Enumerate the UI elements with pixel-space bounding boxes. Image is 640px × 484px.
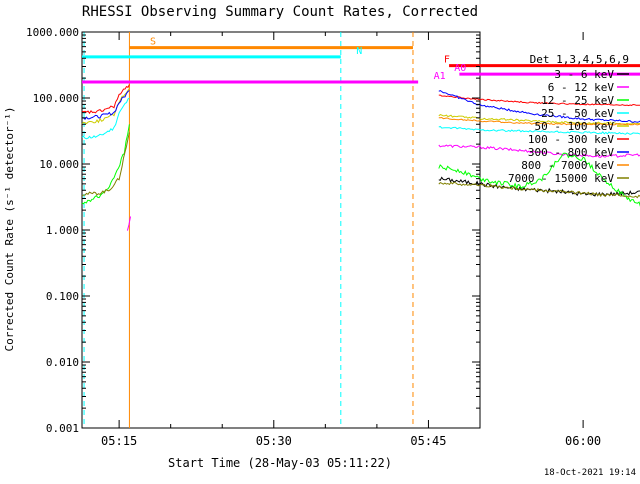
x-tick-label-3: 06:00 — [565, 434, 601, 448]
axes-layer: 0.001 0.010 0.100 1.000 10.000 100.000 1000.00… — [26, 26, 601, 448]
x-tick-label-0: 05:15 — [101, 434, 137, 448]
legend-label-4: 50 - 100 keV — [535, 120, 615, 133]
y-tick-label-1: 0.010 — [46, 356, 79, 369]
series-line-3 — [438, 125, 640, 135]
y-tick-label-5: 100.000 — [33, 92, 79, 105]
pre-gap-trace-5 — [81, 132, 130, 197]
legend-label-2: 12 - 25 keV — [541, 94, 614, 107]
series-line-2 — [438, 152, 640, 207]
y-axis-label: Corrected Count Rate (s⁻¹ detector⁻¹) — [3, 106, 16, 351]
pre-gap-trace-6 — [126, 216, 131, 231]
y-tick-label-3: 1.000 — [46, 224, 79, 237]
generated-timestamp: 18-Oct-2021 19:14 — [543, 468, 636, 478]
flag-label-a1: A1 — [434, 71, 446, 82]
legend-label-3: 25 - 50 keV — [541, 107, 614, 120]
legend-label-8: 7000 - 15000 keV — [508, 172, 614, 185]
y-tick-label-2: 0.100 — [46, 290, 79, 303]
y-tick-label-0: 0.001 — [46, 422, 79, 435]
pre-gap-trace-1 — [81, 84, 130, 115]
legend-label-1: 6 - 12 keV — [548, 81, 615, 94]
y-tick-label-6: 1000.000 — [26, 26, 79, 39]
pre-gap-trace-2 — [81, 88, 130, 125]
flag-label-a0: A0 — [454, 63, 466, 74]
series-layer — [81, 32, 640, 428]
x-tick-label-1: 05:30 — [256, 434, 292, 448]
series-line-6 — [438, 90, 640, 123]
x-axis-label: Start Time (28-May-03 05:11:22) — [168, 456, 392, 470]
series-line-1 — [438, 144, 640, 158]
flag-label-n: N — [356, 46, 362, 57]
series-line-7 — [438, 116, 640, 126]
legend-label-0: 3 - 6 keV — [554, 68, 614, 81]
pre-gap-trace-0 — [81, 97, 130, 140]
flag-bars-layer: S N F A0 A1 — [82, 37, 640, 84]
y-tick-label-4: 10.000 — [39, 158, 79, 171]
chart-title: RHESSI Observing Summary Count Rates, Co… — [82, 4, 478, 20]
x-tick-label-2: 05:45 — [410, 434, 446, 448]
series-line-4 — [438, 114, 640, 125]
series-line-8 — [438, 181, 640, 199]
series-line-5 — [438, 94, 640, 107]
legend-label-5: 100 - 300 keV — [528, 133, 614, 146]
legend-label-7: 800 - 7000 keV — [521, 159, 614, 172]
pre-gap-trace-3 — [82, 90, 130, 121]
flag-label-s: S — [150, 37, 156, 48]
legend-label-6: 300 - 800 keV — [528, 146, 614, 159]
flag-label-f: F — [444, 55, 450, 66]
legend-title: Det 1,3,4,5,6,9 — [530, 53, 629, 66]
